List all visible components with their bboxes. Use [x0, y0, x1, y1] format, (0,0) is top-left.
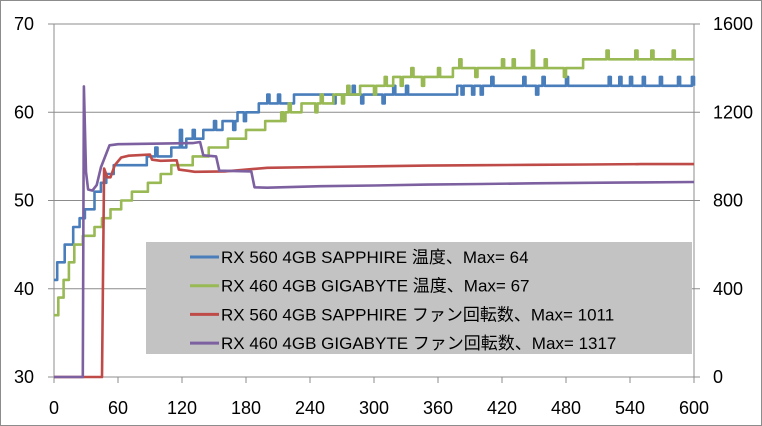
y2-tick-label: 1200	[713, 102, 753, 122]
y-tick-label: 70	[14, 14, 34, 34]
legend-label: RX 560 4GB SAPPHIRE ファン回転数、Max= 1011	[221, 305, 614, 324]
y-tick-label: 40	[14, 279, 34, 299]
y2-tick-label: 800	[713, 191, 743, 211]
series-line-3	[54, 153, 694, 379]
series-lines	[53, 49, 696, 379]
x-tick-label: 540	[615, 398, 645, 418]
x-tick-label: 60	[108, 398, 128, 418]
y-tick-label: 60	[14, 102, 34, 122]
x-tick-label: 120	[167, 398, 197, 418]
x-tick-label: 420	[487, 398, 517, 418]
legend-label: RX 560 4GB SAPPHIRE 温度、Max= 64	[221, 248, 529, 267]
series-line-4	[54, 85, 695, 379]
y2-tick-label: 0	[713, 367, 723, 387]
legend-label: RX 460 4GB GIGABYTE 温度、Max= 67	[221, 277, 529, 296]
legend: RX 560 4GB SAPPHIRE 温度、Max= 64 RX 460 4GB…	[146, 242, 692, 354]
x-tick-label: 180	[231, 398, 261, 418]
legend-box	[146, 242, 692, 354]
x-tick-label: 300	[359, 398, 389, 418]
series-line-2	[53, 49, 695, 317]
x-tick-label: 600	[679, 398, 709, 418]
x-tick-label: 0	[49, 398, 59, 418]
x-tick-label: 240	[295, 398, 325, 418]
axes: 30 40 50 60 70 0 400 800 1200 1600 0 60 120 180 240 300…	[14, 14, 753, 418]
x-tick-label: 480	[551, 398, 581, 418]
y-tick-label: 30	[14, 367, 34, 387]
y2-tick-label: 400	[713, 279, 743, 299]
x-tick-label: 360	[423, 398, 453, 418]
y-tick-label: 50	[14, 191, 34, 211]
legend-label: RX 460 4GB GIGABYTE ファン回転数、Max= 1317	[221, 334, 616, 353]
y2-tick-label: 1600	[713, 14, 753, 34]
